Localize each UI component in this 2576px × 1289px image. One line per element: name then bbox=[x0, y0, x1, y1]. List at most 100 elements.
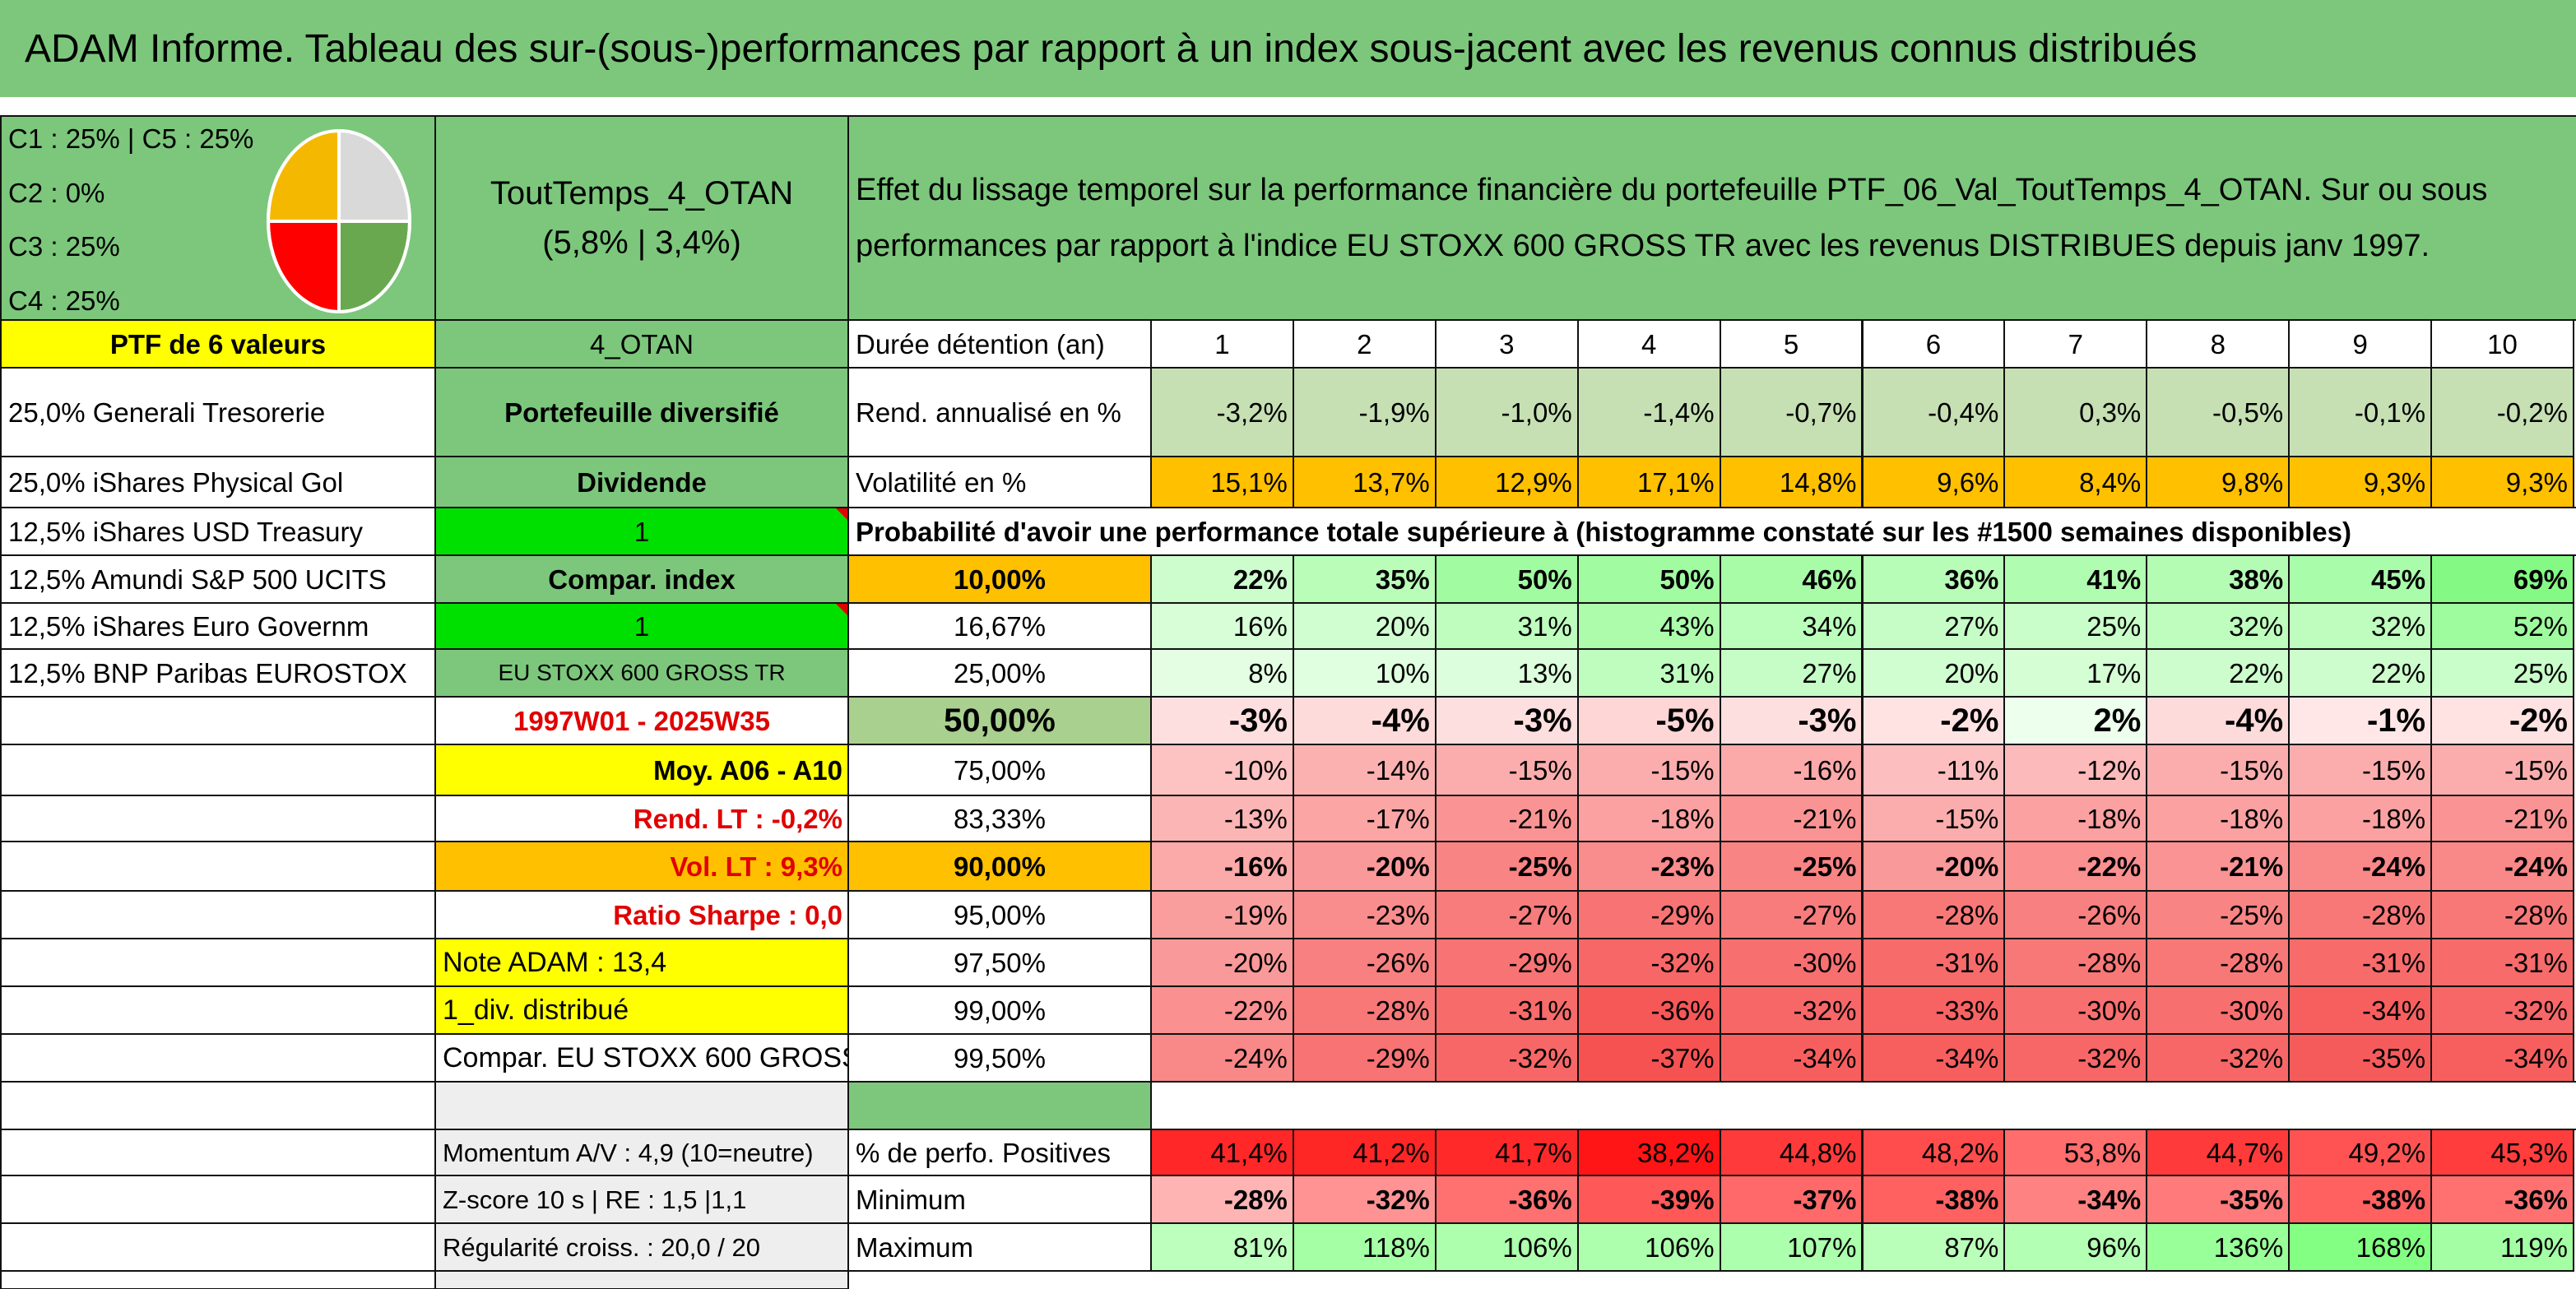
prob-value: -2% bbox=[1861, 696, 2006, 745]
vol-label: Volatilité en % bbox=[847, 456, 1152, 508]
min-value: -32% bbox=[1292, 1175, 1437, 1224]
max-value: 96% bbox=[2003, 1222, 2148, 1272]
pos-value: 41,2% bbox=[1292, 1129, 1437, 1176]
description-line: Effet du lissage temporel sur la perform… bbox=[856, 172, 2488, 207]
prob-threshold: 83,33% bbox=[847, 795, 1152, 842]
prob-value: -30% bbox=[2146, 985, 2291, 1035]
prob-threshold: 95,00% bbox=[847, 890, 1152, 939]
allocation-line: C2 : 0% bbox=[8, 177, 105, 208]
min-value: -37% bbox=[1719, 1175, 1864, 1224]
prob-value: 10% bbox=[1292, 648, 1437, 698]
prob-value: -25% bbox=[1719, 841, 1864, 892]
info-cell: Compar. index bbox=[434, 554, 849, 604]
prob-value: -28% bbox=[2430, 890, 2574, 939]
min-value: -28% bbox=[1150, 1175, 1294, 1224]
prob-value: -5% bbox=[1576, 696, 1721, 745]
holding-item: 12,5% Amundi S&P 500 UCITS bbox=[0, 554, 436, 604]
prob-value: 69% bbox=[2430, 554, 2574, 604]
prob-value: 52% bbox=[2430, 602, 2574, 650]
prob-value: -34% bbox=[2288, 985, 2433, 1035]
prob-value: -31% bbox=[2430, 938, 2574, 987]
comment-marker bbox=[836, 508, 847, 520]
min-value: -36% bbox=[1434, 1175, 1579, 1224]
prob-value: 2% bbox=[2003, 696, 2148, 745]
prob-value: -3% bbox=[1150, 696, 1294, 745]
min-value: -38% bbox=[1861, 1175, 2006, 1224]
prob-value: 50% bbox=[1434, 554, 1579, 604]
rend-value: -1,0% bbox=[1434, 367, 1579, 457]
prob-value: -16% bbox=[1719, 744, 1864, 796]
ptf-header: PTF de 6 valeurs bbox=[0, 319, 436, 369]
prob-value: -24% bbox=[2430, 841, 2574, 892]
prob-value: -28% bbox=[2146, 938, 2291, 987]
pos-value: 49,2% bbox=[2288, 1129, 2433, 1176]
vol-value: 9,3% bbox=[2288, 456, 2433, 508]
prob-value: 45% bbox=[2288, 554, 2433, 604]
year-header: 4 bbox=[1576, 319, 1721, 369]
holding-item: 25,0% iShares Physical Gol bbox=[0, 456, 436, 508]
prob-value: -18% bbox=[1576, 795, 1721, 842]
max-value: 106% bbox=[1576, 1222, 1721, 1272]
prob-value: -3% bbox=[1434, 696, 1579, 745]
prob-value: 32% bbox=[2146, 602, 2291, 650]
pos-value: 41,7% bbox=[1434, 1129, 1579, 1176]
empty-cell bbox=[847, 1081, 1152, 1130]
min-value: -38% bbox=[2288, 1175, 2433, 1224]
prob-value: -21% bbox=[1434, 795, 1579, 842]
prob-value: -29% bbox=[1292, 1033, 1437, 1083]
prob-threshold: 90,00% bbox=[847, 841, 1152, 892]
prob-value: 41% bbox=[2003, 554, 2148, 604]
prob-value: -10% bbox=[1150, 744, 1294, 796]
prob-value: -24% bbox=[2288, 841, 2433, 892]
prob-value: -19% bbox=[1150, 890, 1294, 939]
portfolio-name-line: ToutTemps_4_OTAN bbox=[490, 175, 794, 211]
prob-value: -22% bbox=[1150, 985, 1294, 1035]
max-value: 118% bbox=[1292, 1222, 1437, 1272]
empty-cell bbox=[0, 1175, 436, 1224]
prob-value: 22% bbox=[1150, 554, 1294, 604]
prob-value: -34% bbox=[1861, 1033, 2006, 1083]
rend-value: -0,2% bbox=[2430, 367, 2574, 457]
prob-value: -15% bbox=[1576, 744, 1721, 796]
prob-value: -14% bbox=[1292, 744, 1437, 796]
info-cell: Portefeuille diversifié bbox=[434, 367, 849, 457]
max-value: 81% bbox=[1150, 1222, 1294, 1272]
holding-item: 25,0% Generali Tresorerie bbox=[0, 367, 436, 457]
prob-value: -15% bbox=[1434, 744, 1579, 796]
prob-value: -15% bbox=[2146, 744, 2291, 796]
rend-value: -0,4% bbox=[1861, 367, 2006, 457]
allocation-pie bbox=[266, 128, 412, 314]
prob-value: -32% bbox=[1719, 985, 1864, 1035]
rend-value: -0,5% bbox=[2146, 367, 2291, 457]
info-cell: 1_div. distribué bbox=[434, 985, 849, 1035]
empty-cell bbox=[0, 1081, 436, 1130]
allocation-line: C3 : 25% bbox=[8, 231, 120, 262]
prob-value: -23% bbox=[1292, 890, 1437, 939]
prob-value: -13% bbox=[1150, 795, 1294, 842]
info-cell: Note ADAM : 13,4 bbox=[434, 938, 849, 987]
prob-value: -37% bbox=[1576, 1033, 1721, 1083]
pos-value: 44,8% bbox=[1719, 1129, 1864, 1176]
info-cell: Régularité croiss. : 20,0 / 20 bbox=[434, 1222, 849, 1272]
prob-value: -22% bbox=[2003, 841, 2148, 892]
info-cell: Rend. LT : -0,2% bbox=[434, 795, 849, 842]
prob-value: -26% bbox=[1292, 938, 1437, 987]
prob-value: -20% bbox=[1292, 841, 1437, 892]
prob-threshold: 97,50% bbox=[847, 938, 1152, 987]
prob-threshold: 99,00% bbox=[847, 985, 1152, 1035]
rend-value: -1,9% bbox=[1292, 367, 1437, 457]
prob-value: -28% bbox=[1292, 985, 1437, 1035]
prob-threshold: 16,67% bbox=[847, 602, 1152, 650]
prob-threshold: 50,00% bbox=[847, 696, 1152, 745]
title-spacer bbox=[0, 97, 2576, 115]
empty-cell bbox=[0, 795, 436, 842]
prob-value: -21% bbox=[2430, 795, 2574, 842]
description-line: performances par rapport à l'indice EU S… bbox=[856, 229, 2430, 263]
max-value: 106% bbox=[1434, 1222, 1579, 1272]
prob-value: 20% bbox=[1861, 648, 2006, 698]
year-header: 3 bbox=[1434, 319, 1579, 369]
prob-value: -3% bbox=[1719, 696, 1864, 745]
prob-value: -20% bbox=[1861, 841, 2006, 892]
info-cell: Moy. A06 - A10 bbox=[434, 744, 849, 796]
prob-value: 31% bbox=[1576, 648, 1721, 698]
